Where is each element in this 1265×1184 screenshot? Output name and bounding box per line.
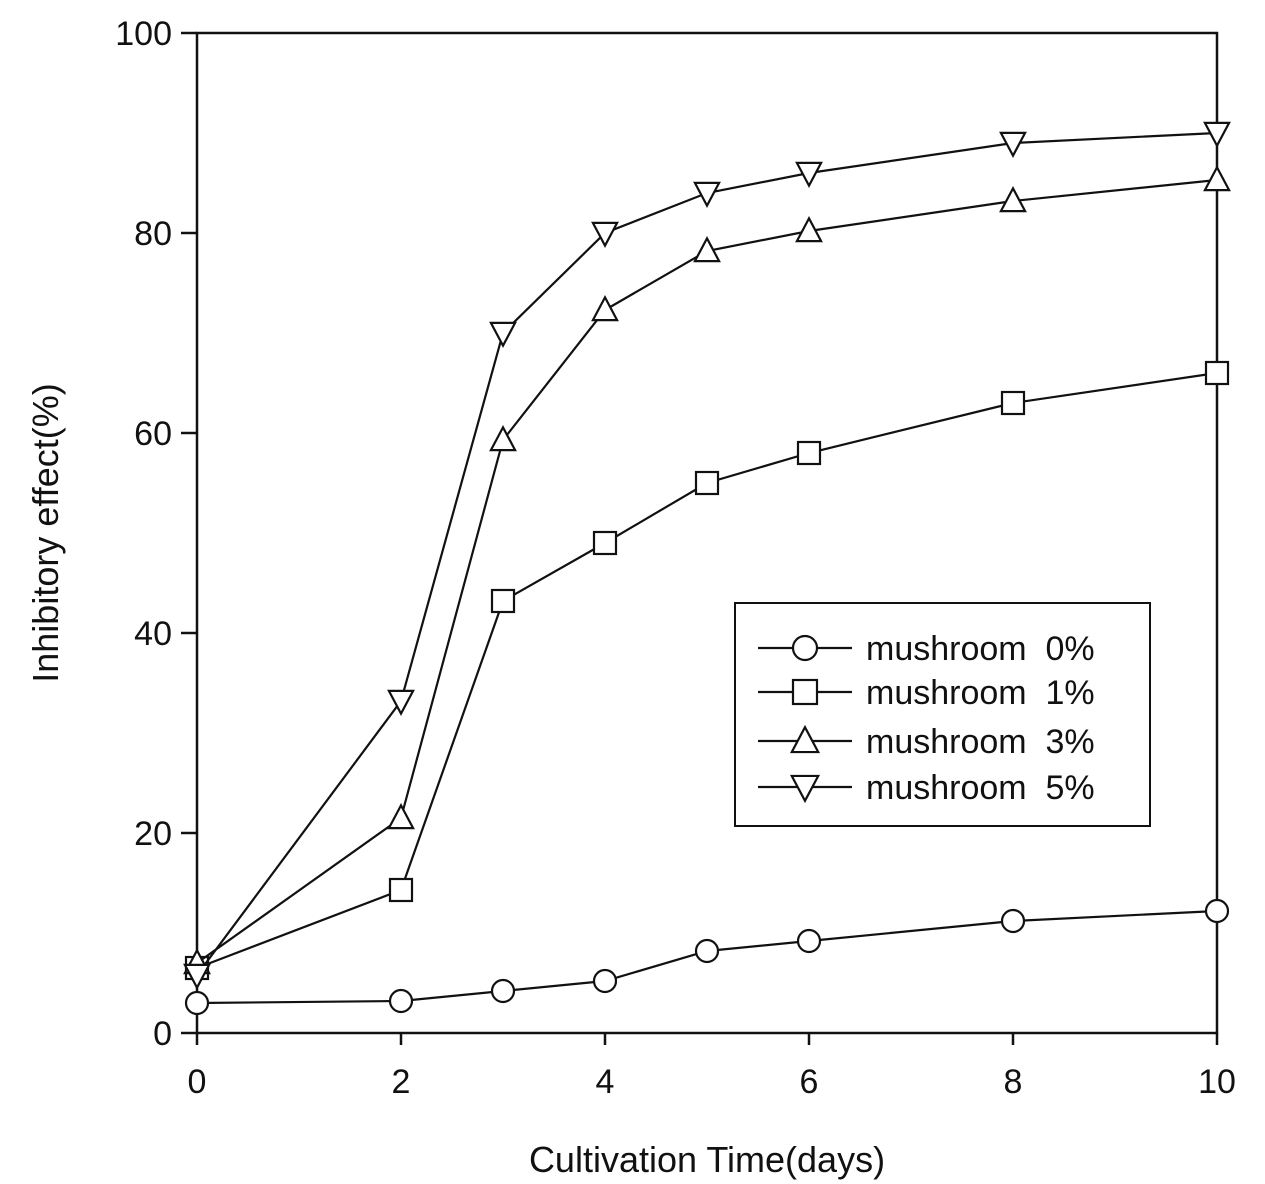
data-point-triangle-down [795,161,823,188]
data-point-circle [1204,898,1230,924]
series-line [196,178,1218,964]
data-point-triangle-down [1203,121,1231,148]
legend-entry-1: mushroom 1% [758,674,1095,712]
data-point-square [388,877,414,903]
data-point-triangle-up [693,236,721,263]
legend-label: mushroom 1% [866,674,1095,712]
data-point-triangle-down [489,321,517,348]
series-line [196,909,1218,1005]
series-layer [183,121,1231,1016]
data-point-square [791,678,819,706]
x-tick-label: 8 [1004,1063,1023,1101]
data-point-triangle-down [789,774,821,804]
data-point-triangle-down [183,963,211,990]
data-point-circle [791,634,819,662]
data-point-triangle-up [591,295,619,322]
legend-label: mushroom 0% [866,630,1095,668]
data-point-triangle-up [387,803,415,830]
y-tick-label: 0 [153,1015,172,1053]
legend-label: mushroom 5% [866,769,1095,807]
series-line [196,371,1218,970]
data-point-circle [592,968,618,994]
series-0 [184,898,1230,1016]
x-tick-label: 4 [596,1063,615,1101]
y-tick-label: 100 [115,15,172,53]
data-point-square [694,470,720,496]
x-tick-label: 0 [188,1063,207,1101]
plot-frame [195,31,1219,1035]
x-tick-label: 6 [800,1063,819,1101]
y-axis-title: Inhibitory effect(%) [25,383,66,682]
y-tick-label: 60 [134,415,172,453]
data-point-circle [184,990,210,1016]
y-tick-label: 80 [134,215,172,253]
data-point-triangle-up [795,216,823,243]
data-point-triangle-up [1203,165,1231,192]
data-point-square [592,530,618,556]
series-line [196,131,1218,976]
series-3 [183,121,1231,990]
data-point-triangle-down [591,221,619,248]
data-point-circle [388,988,414,1014]
data-point-square [1000,390,1026,416]
x-tick-label: 2 [392,1063,411,1101]
x-tick-label: 10 [1198,1063,1236,1101]
data-point-triangle-down [999,131,1027,158]
legend-box [734,602,1151,827]
y-tick-label: 20 [134,815,172,853]
data-point-triangle-down [693,181,721,208]
data-point-triangle-up [789,724,821,754]
x-axis-title: Cultivation Time(days) [529,1139,885,1180]
data-point-square [490,588,516,614]
legend: mushroom 0% mushroom 1% mushroom 3% mushroo… [734,602,1151,827]
data-point-circle [1000,908,1026,934]
data-point-circle [490,978,516,1004]
legend-entry-2: mushroom 3% [758,723,1095,761]
data-point-square [1204,360,1230,386]
data-point-circle [694,938,720,964]
data-point-triangle-down [387,689,415,716]
data-point-triangle-up [999,186,1027,213]
legend-label: mushroom 3% [866,723,1095,761]
legend-entry-0: mushroom 0% [758,630,1095,668]
series-2 [183,165,1231,975]
legend-entry-3: mushroom 5% [758,769,1095,807]
data-point-triangle-up [489,425,517,452]
series-1 [184,360,1230,981]
data-point-circle [796,928,822,954]
data-point-square [796,440,822,466]
y-tick-label: 40 [134,615,172,653]
